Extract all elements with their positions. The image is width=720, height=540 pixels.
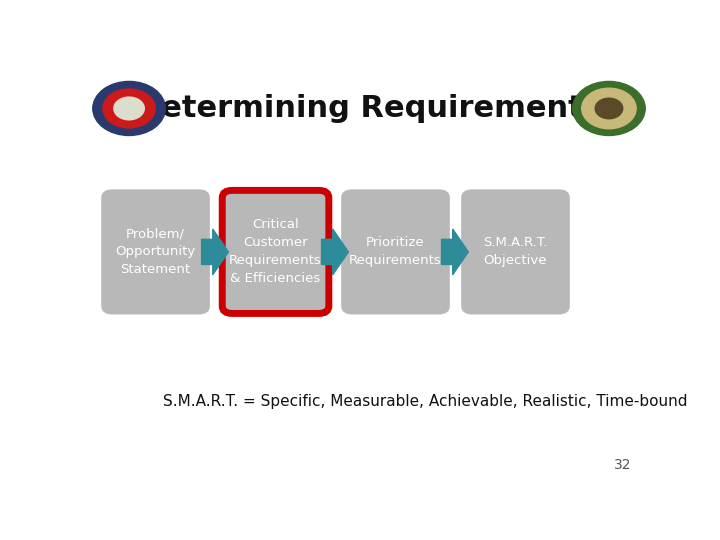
Text: S.M.A.R.T.
Objective: S.M.A.R.T. Objective xyxy=(483,237,548,267)
Circle shape xyxy=(595,98,623,119)
Circle shape xyxy=(93,82,166,136)
FancyBboxPatch shape xyxy=(102,191,209,313)
FancyBboxPatch shape xyxy=(342,191,449,313)
Polygon shape xyxy=(441,229,468,275)
Circle shape xyxy=(582,88,636,129)
Circle shape xyxy=(103,89,156,128)
Text: 32: 32 xyxy=(613,458,631,472)
Circle shape xyxy=(572,82,645,136)
FancyBboxPatch shape xyxy=(462,191,569,313)
Text: Critical
Customer
Requirements
& Efficiencies: Critical Customer Requirements & Efficie… xyxy=(229,218,322,286)
Text: Determining Requirements: Determining Requirements xyxy=(137,94,601,123)
Text: S.M.A.R.T. = Specific, Measurable, Achievable, Realistic, Time-bound: S.M.A.R.T. = Specific, Measurable, Achie… xyxy=(163,394,687,409)
FancyBboxPatch shape xyxy=(222,191,329,313)
Text: Problem/
Opportunity
Statement: Problem/ Opportunity Statement xyxy=(115,227,196,276)
Circle shape xyxy=(114,97,144,120)
Polygon shape xyxy=(202,229,228,275)
Polygon shape xyxy=(322,229,348,275)
Text: Prioritize
Requirements: Prioritize Requirements xyxy=(349,237,442,267)
